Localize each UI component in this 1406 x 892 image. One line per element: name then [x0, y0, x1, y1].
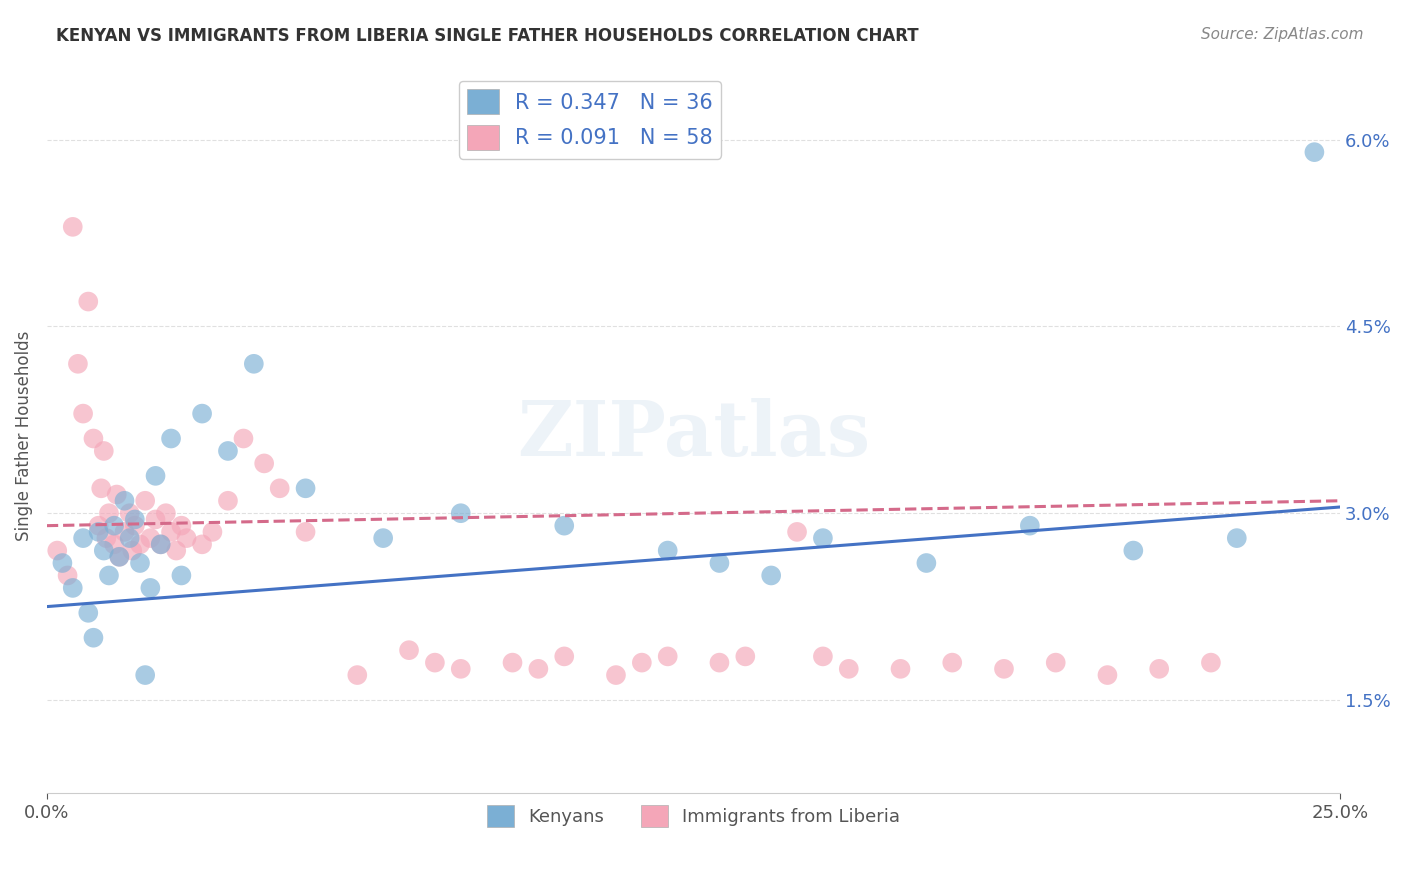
- Point: [527, 662, 550, 676]
- Point: [82, 631, 104, 645]
- Point: [657, 649, 679, 664]
- Point: [98, 568, 121, 582]
- Point: [941, 656, 963, 670]
- Point: [217, 493, 239, 508]
- Point: [553, 649, 575, 664]
- Point: [838, 662, 860, 676]
- Point: [134, 493, 156, 508]
- Point: [155, 506, 177, 520]
- Text: ZIPatlas: ZIPatlas: [517, 399, 870, 473]
- Point: [811, 531, 834, 545]
- Point: [160, 524, 183, 539]
- Point: [93, 444, 115, 458]
- Point: [1226, 531, 1249, 545]
- Point: [139, 531, 162, 545]
- Point: [553, 518, 575, 533]
- Point: [294, 481, 316, 495]
- Point: [889, 662, 911, 676]
- Point: [149, 537, 172, 551]
- Point: [605, 668, 627, 682]
- Point: [77, 606, 100, 620]
- Point: [114, 524, 136, 539]
- Point: [145, 512, 167, 526]
- Point: [294, 524, 316, 539]
- Point: [709, 656, 731, 670]
- Point: [103, 518, 125, 533]
- Point: [993, 662, 1015, 676]
- Point: [51, 556, 73, 570]
- Point: [811, 649, 834, 664]
- Point: [709, 556, 731, 570]
- Point: [145, 468, 167, 483]
- Point: [98, 506, 121, 520]
- Point: [450, 662, 472, 676]
- Point: [269, 481, 291, 495]
- Point: [232, 432, 254, 446]
- Point: [124, 518, 146, 533]
- Point: [1199, 656, 1222, 670]
- Point: [450, 506, 472, 520]
- Point: [72, 407, 94, 421]
- Point: [108, 549, 131, 564]
- Point: [170, 568, 193, 582]
- Point: [1303, 145, 1326, 160]
- Point: [72, 531, 94, 545]
- Point: [129, 537, 152, 551]
- Point: [82, 432, 104, 446]
- Point: [93, 543, 115, 558]
- Point: [191, 407, 214, 421]
- Point: [502, 656, 524, 670]
- Point: [139, 581, 162, 595]
- Point: [176, 531, 198, 545]
- Point: [62, 581, 84, 595]
- Point: [90, 481, 112, 495]
- Point: [201, 524, 224, 539]
- Point: [1097, 668, 1119, 682]
- Point: [170, 518, 193, 533]
- Point: [373, 531, 395, 545]
- Point: [108, 549, 131, 564]
- Point: [160, 432, 183, 446]
- Y-axis label: Single Father Households: Single Father Households: [15, 330, 32, 541]
- Point: [165, 543, 187, 558]
- Point: [734, 649, 756, 664]
- Point: [191, 537, 214, 551]
- Point: [124, 512, 146, 526]
- Point: [121, 543, 143, 558]
- Point: [56, 568, 79, 582]
- Point: [786, 524, 808, 539]
- Point: [423, 656, 446, 670]
- Point: [62, 219, 84, 234]
- Point: [346, 668, 368, 682]
- Point: [105, 487, 128, 501]
- Point: [398, 643, 420, 657]
- Point: [87, 524, 110, 539]
- Point: [129, 556, 152, 570]
- Point: [243, 357, 266, 371]
- Point: [118, 506, 141, 520]
- Point: [118, 531, 141, 545]
- Point: [1147, 662, 1170, 676]
- Legend: Kenyans, Immigrants from Liberia: Kenyans, Immigrants from Liberia: [479, 798, 907, 834]
- Point: [1122, 543, 1144, 558]
- Point: [87, 518, 110, 533]
- Point: [96, 531, 118, 545]
- Point: [217, 444, 239, 458]
- Point: [1018, 518, 1040, 533]
- Point: [103, 537, 125, 551]
- Point: [1045, 656, 1067, 670]
- Point: [915, 556, 938, 570]
- Point: [149, 537, 172, 551]
- Point: [631, 656, 654, 670]
- Point: [114, 493, 136, 508]
- Point: [77, 294, 100, 309]
- Text: KENYAN VS IMMIGRANTS FROM LIBERIA SINGLE FATHER HOUSEHOLDS CORRELATION CHART: KENYAN VS IMMIGRANTS FROM LIBERIA SINGLE…: [56, 27, 920, 45]
- Point: [657, 543, 679, 558]
- Text: Source: ZipAtlas.com: Source: ZipAtlas.com: [1201, 27, 1364, 42]
- Point: [253, 457, 276, 471]
- Point: [66, 357, 89, 371]
- Point: [134, 668, 156, 682]
- Point: [759, 568, 782, 582]
- Point: [46, 543, 69, 558]
